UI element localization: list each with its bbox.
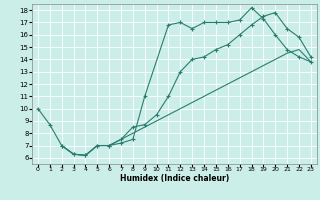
X-axis label: Humidex (Indice chaleur): Humidex (Indice chaleur) (120, 174, 229, 183)
